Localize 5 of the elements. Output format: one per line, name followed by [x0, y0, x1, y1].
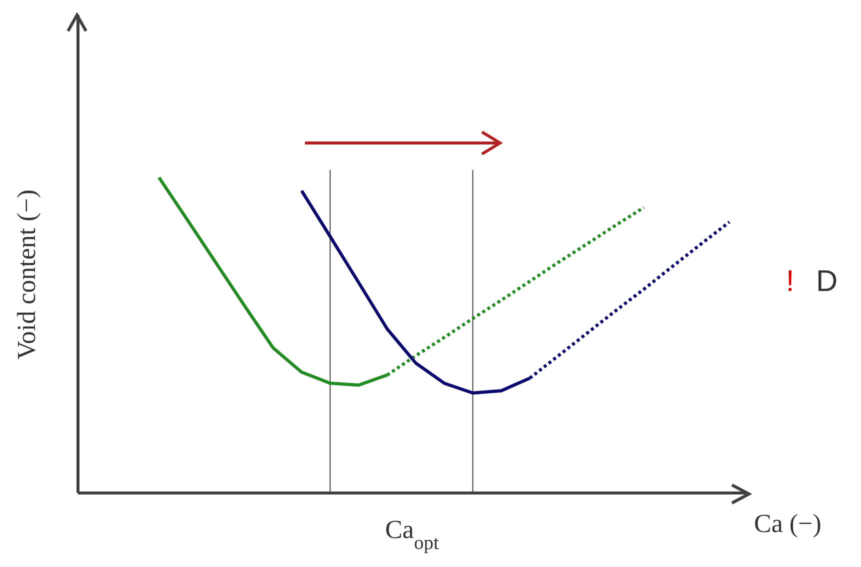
text: Ca$_{opt}$ — [385, 515, 440, 554]
y-axis-title: Void content (−) — [12, 189, 41, 360]
text: ! — [786, 265, 794, 298]
text: D — [816, 265, 838, 298]
x-axis-title: Ca (−) — [754, 509, 822, 538]
